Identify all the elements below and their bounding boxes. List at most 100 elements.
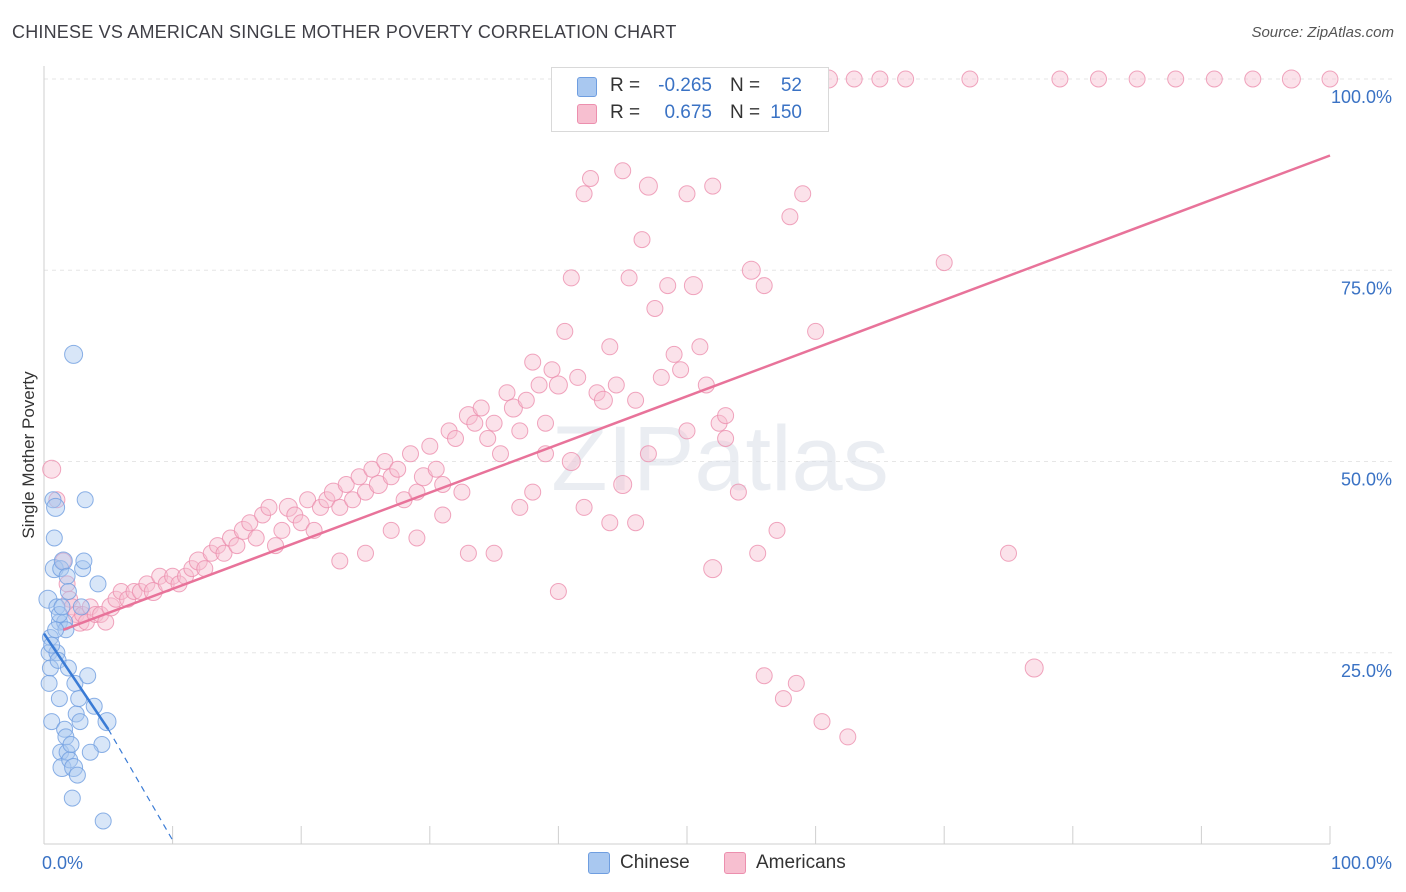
data-point — [703, 559, 723, 579]
data-point — [1000, 544, 1017, 562]
data-point — [479, 430, 497, 447]
data-point — [453, 483, 471, 501]
data-point — [741, 260, 761, 280]
data-point — [646, 300, 664, 317]
data-point — [68, 766, 86, 784]
data-point — [331, 552, 349, 570]
data-point — [62, 736, 80, 753]
y-tick-label: 25.0% — [1341, 661, 1392, 681]
data-point — [638, 176, 658, 196]
data-point — [43, 713, 61, 731]
data-point — [45, 529, 63, 547]
n-value: 52 — [780, 75, 802, 96]
data-point — [561, 452, 581, 471]
data-point — [89, 575, 107, 593]
data-point — [530, 376, 548, 394]
data-point — [389, 460, 407, 478]
data-point — [935, 254, 953, 272]
data-point — [247, 529, 265, 547]
data-point — [498, 384, 516, 402]
y-tick-label: 100.0% — [1331, 87, 1392, 107]
data-point — [125, 583, 143, 600]
chinese-points — [38, 344, 117, 830]
data-point — [408, 529, 426, 547]
data-point — [639, 445, 657, 463]
data-point — [961, 70, 979, 88]
r-label: R = — [610, 102, 641, 123]
data-point — [659, 277, 677, 295]
data-point — [845, 70, 863, 88]
data-point — [683, 276, 703, 296]
data-point — [46, 497, 66, 517]
r-value: 0.675 — [664, 102, 712, 123]
data-point — [485, 414, 503, 432]
data-point — [350, 468, 368, 486]
data-point — [1090, 70, 1107, 88]
data-point — [241, 514, 259, 532]
data-point — [228, 537, 246, 555]
data-point — [511, 422, 529, 440]
data-point — [627, 514, 645, 532]
data-point — [318, 491, 336, 509]
data-point — [94, 812, 112, 830]
americans-trend-line — [62, 154, 1331, 631]
data-point — [781, 208, 799, 226]
americans-points — [42, 69, 1339, 746]
data-point — [549, 583, 567, 600]
data-point — [774, 690, 792, 708]
data-point — [517, 391, 535, 409]
chart-source: Source: ZipAtlas.com — [1251, 24, 1394, 41]
data-point — [1321, 70, 1339, 88]
data-point — [1281, 69, 1301, 89]
data-point — [620, 269, 638, 287]
data-point — [839, 728, 857, 746]
chinese-swatch — [577, 77, 597, 97]
data-point — [569, 368, 587, 386]
data-point — [704, 177, 722, 195]
y-tick-label: 75.0% — [1341, 278, 1392, 298]
data-point — [601, 338, 619, 356]
data-point — [749, 544, 767, 562]
r-label: R = — [610, 75, 641, 96]
data-point — [337, 476, 355, 493]
data-point — [613, 475, 633, 494]
data-point — [1024, 658, 1044, 678]
data-point — [260, 498, 278, 516]
legend-label: Chinese — [620, 852, 690, 873]
data-point — [59, 583, 77, 600]
americans-swatch — [724, 852, 746, 874]
data-point — [897, 70, 915, 88]
data-point — [53, 551, 73, 571]
data-point — [787, 674, 805, 692]
data-point — [97, 712, 117, 732]
data-point — [543, 361, 561, 379]
data-point — [627, 391, 645, 409]
data-point — [582, 170, 599, 187]
data-point — [601, 514, 619, 532]
data-point — [47, 621, 65, 639]
data-point — [357, 544, 374, 562]
data-point — [466, 414, 484, 432]
data-point — [588, 384, 606, 402]
data-point — [434, 506, 452, 524]
data-point — [215, 544, 233, 562]
data-point — [1244, 70, 1262, 88]
data-point — [871, 70, 889, 88]
data-point — [402, 445, 419, 463]
data-point — [79, 667, 97, 685]
data-point — [1205, 70, 1223, 88]
data-point — [593, 390, 613, 410]
data-point — [299, 491, 317, 509]
data-point — [562, 269, 580, 287]
y-tick-label: 50.0% — [1341, 470, 1392, 490]
data-point — [672, 361, 690, 379]
data-point — [331, 498, 349, 516]
data-point — [382, 521, 400, 539]
americans-swatch — [577, 104, 597, 124]
x-tick-label: 0.0% — [42, 853, 83, 873]
data-point — [652, 368, 670, 386]
data-point — [292, 514, 310, 532]
data-point — [729, 483, 747, 501]
data-point — [71, 713, 89, 731]
